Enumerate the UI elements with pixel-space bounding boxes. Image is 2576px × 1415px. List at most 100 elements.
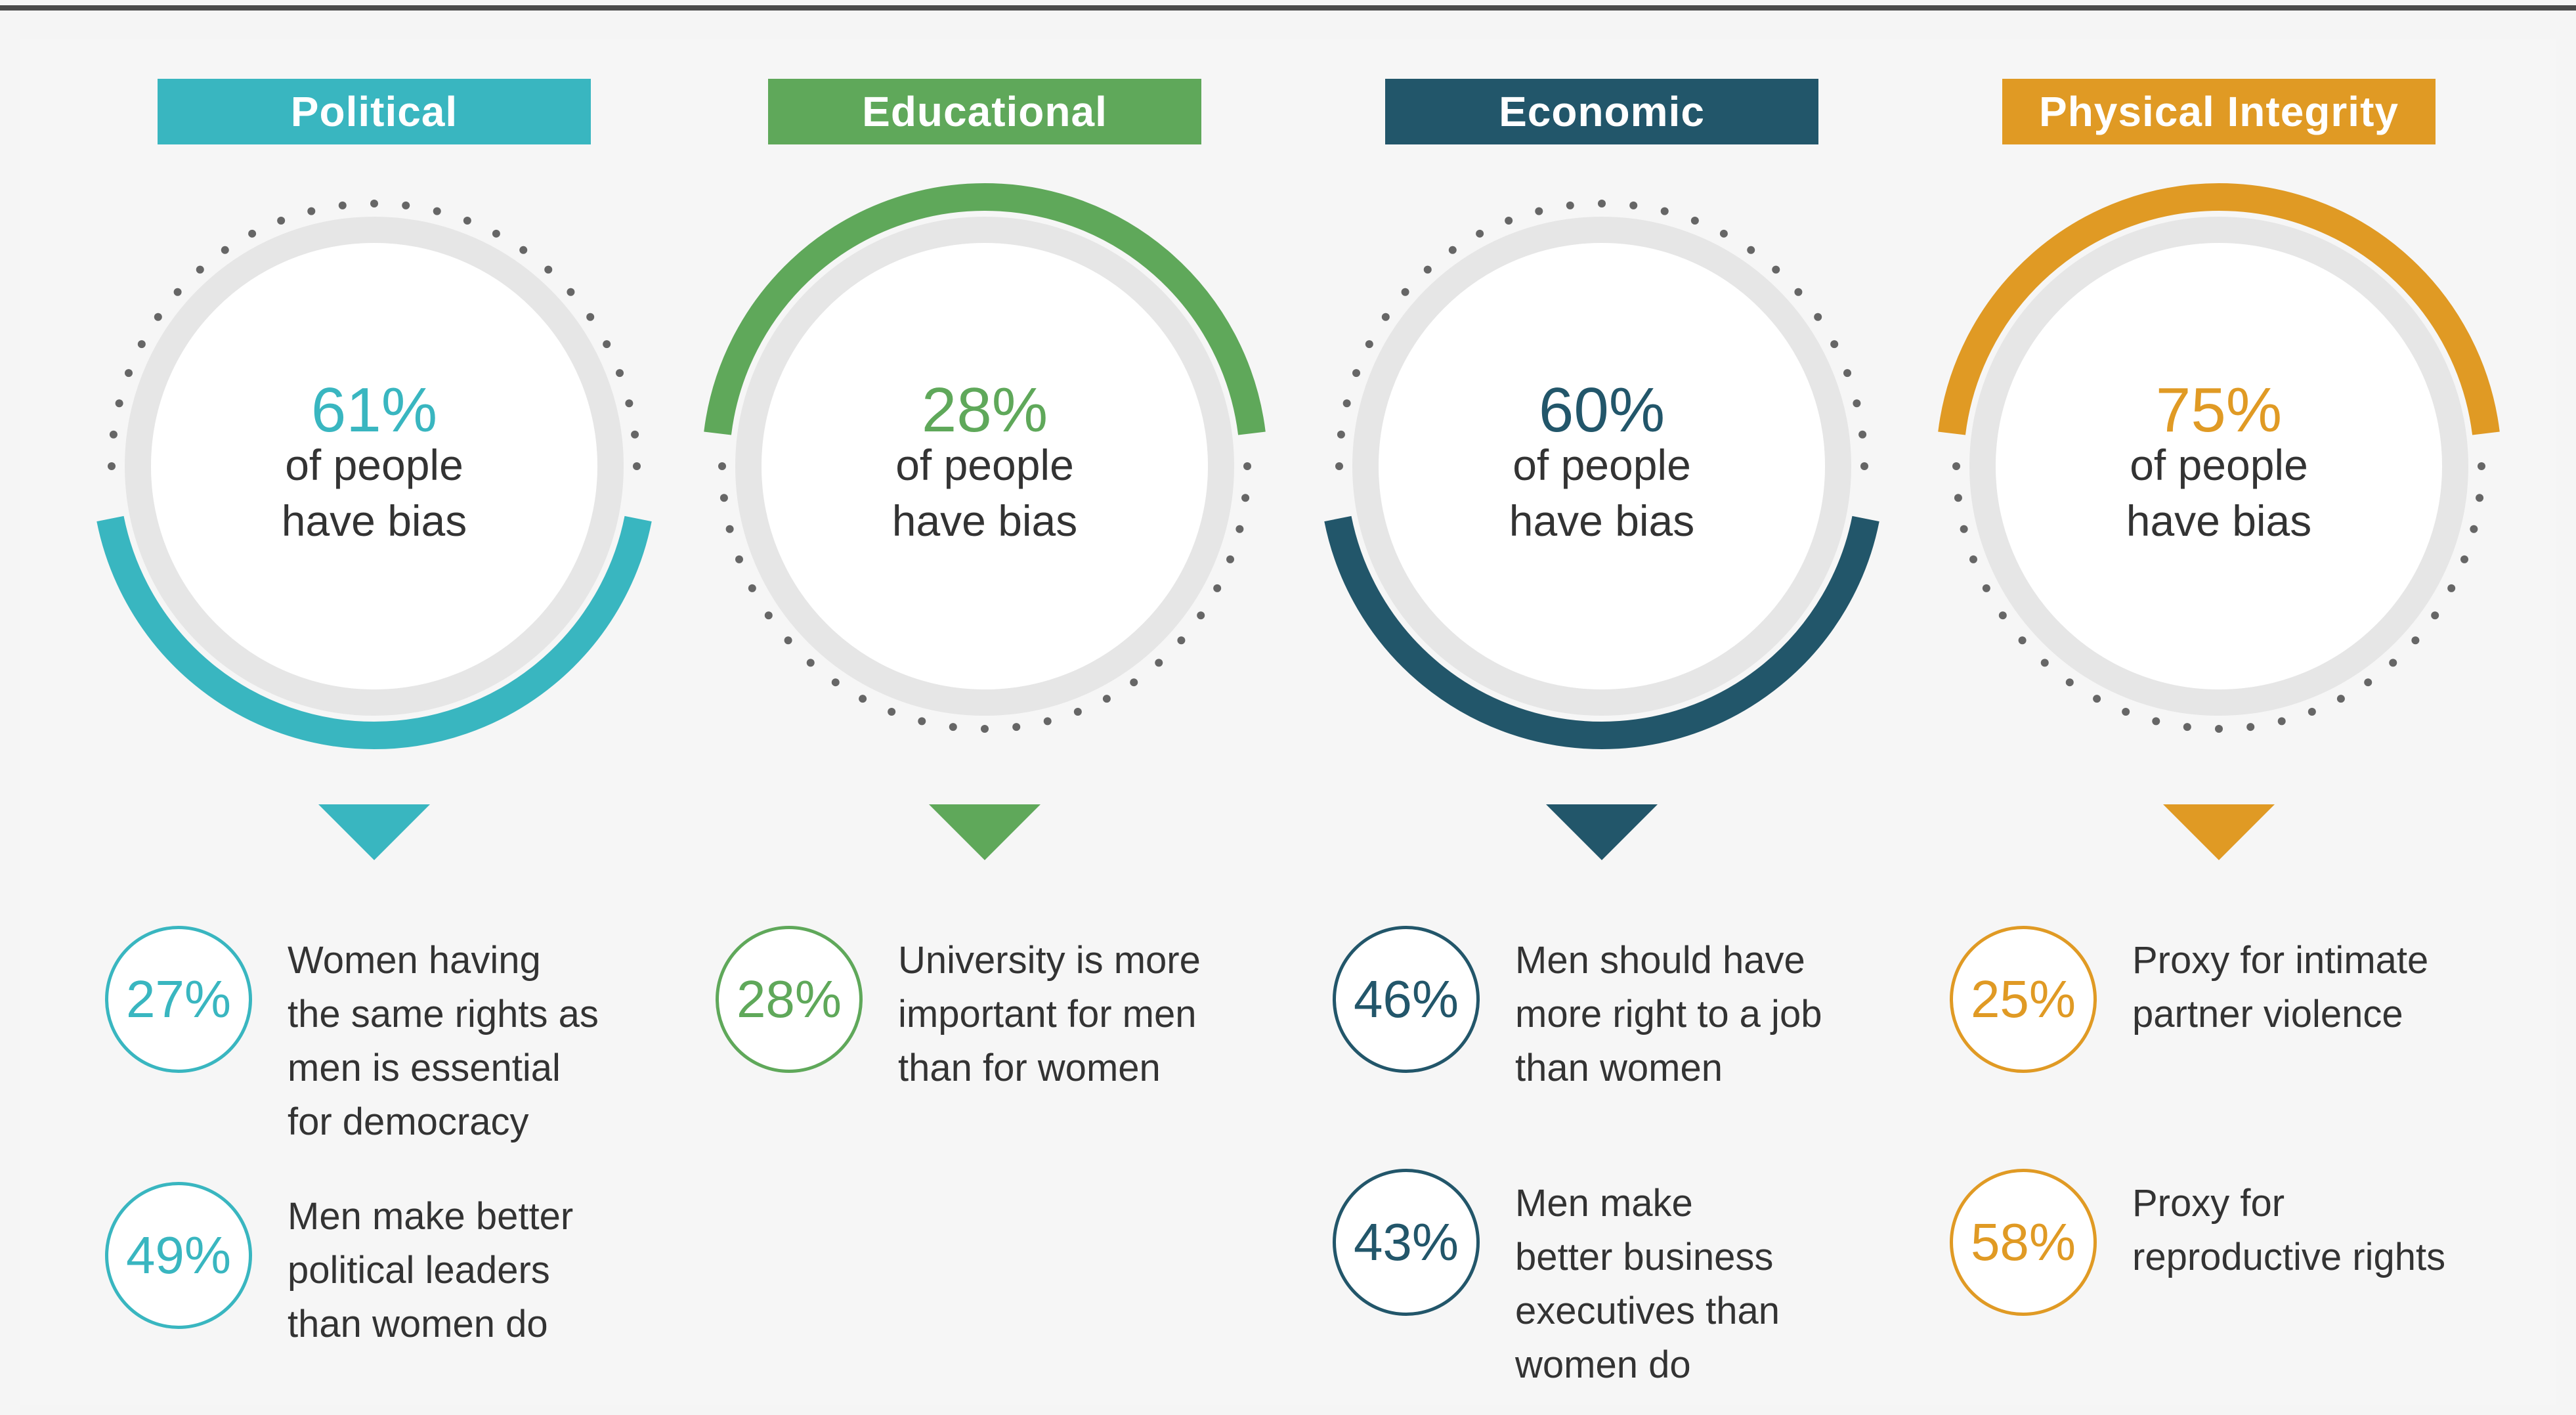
gauge-dot <box>2122 708 2130 716</box>
gauge-dot <box>748 584 756 592</box>
sub-stat-text: Women having the same rights as men is e… <box>288 939 599 1143</box>
category-header: Physical Integrity <box>2002 79 2436 144</box>
gauge-dot <box>519 246 528 254</box>
gauge-shadow-ring <box>1969 217 2468 716</box>
category-header: Economic <box>1385 79 1818 144</box>
gauge-dot <box>859 695 867 703</box>
gauge-dot <box>1381 313 1390 321</box>
gauge-dot <box>277 216 286 225</box>
gauge-dot <box>735 555 743 563</box>
gauge-percent: 61% <box>311 375 438 445</box>
gauge-caption-line1: of people <box>895 441 1074 489</box>
sub-stat-percent: 49% <box>105 1182 252 1329</box>
category-educational: Educational 28% of people have bias 28% Unive… <box>611 0 1266 1415</box>
gauge-shadow-ring <box>125 217 624 716</box>
gauge-dot <box>1102 695 1111 703</box>
gauge-arc <box>1324 515 1879 749</box>
gauge-dot <box>831 678 840 687</box>
gauge-dot <box>1598 200 1606 207</box>
gauge-caption-line1: of people <box>285 441 463 489</box>
gauge-dot <box>1982 584 1990 592</box>
gauge-caption-line2: have bias <box>281 496 467 545</box>
gauge-dot <box>492 229 500 238</box>
gauge-dot <box>718 462 726 470</box>
gauge-dot <box>1794 288 1803 296</box>
sub-stat-text: University is more important for men tha… <box>898 939 1201 1089</box>
gauge-dot <box>1337 430 1345 439</box>
gauge-dot <box>1814 313 1822 321</box>
gauge-dot <box>1952 462 1960 470</box>
bias-gauge <box>704 183 1266 733</box>
gauge-dot <box>2470 525 2478 533</box>
gauge-dot <box>1830 340 1839 349</box>
sub-stat: 28% University is more important for men … <box>716 926 1228 1089</box>
bias-gauge <box>1938 183 2500 733</box>
gauge-shadow-ring <box>735 217 1234 716</box>
gauge-dot <box>124 369 133 378</box>
gauge-dot <box>1342 399 1351 408</box>
gauge-dot <box>1629 201 1638 209</box>
gauge-dot <box>433 207 441 215</box>
gauge-dot <box>221 246 229 254</box>
gauge-dot <box>2065 678 2074 687</box>
gauge-dot <box>370 200 378 207</box>
gauge-center-disk <box>1379 243 1825 689</box>
gauge-dot <box>1954 494 1962 502</box>
gauge-dot <box>1043 717 1052 726</box>
gauge-dot <box>463 216 471 225</box>
gauge-dot <box>1012 723 1021 731</box>
category-physical-integrity: Physical Integrity 75% of people have bias 2… <box>1845 0 2500 1415</box>
sub-stat-percent: 58% <box>1950 1169 2097 1316</box>
gauge-percent: 60% <box>1538 375 1665 445</box>
gauge-dot <box>1690 216 1699 225</box>
gauge-dot <box>918 717 926 726</box>
gauge-dot <box>2364 678 2372 687</box>
gauge-dot <box>1235 525 1244 533</box>
gauge-dot <box>173 288 182 296</box>
gauge-dot <box>616 369 624 378</box>
gauge-dot <box>633 462 641 470</box>
category-political: Political 61% of people have bias 27% Women h… <box>0 0 652 1415</box>
gauge-dot <box>2460 555 2469 563</box>
gauge-dot <box>1566 201 1574 209</box>
sub-stat-text: Men make better business executives than… <box>1515 1182 1780 1386</box>
gauge-dot <box>2476 494 2484 502</box>
sub-stat: 49% Men make better political leaders tha… <box>105 1182 617 1345</box>
gauge-caption-line2: have bias <box>2126 496 2312 545</box>
gauge-dot <box>115 399 123 408</box>
gauge-caption-line1: of people <box>1513 441 1691 489</box>
gauge-dot <box>784 636 792 645</box>
gauge-dot <box>1423 265 1432 274</box>
gauge-dot <box>108 462 116 470</box>
gauge-dot <box>1130 678 1138 687</box>
sub-stat-text: Proxy for reproductive rights <box>2132 1182 2446 1278</box>
gauge-center-disk <box>151 243 597 689</box>
gauge-dot <box>719 494 728 502</box>
gauge-dot <box>2183 723 2191 731</box>
gauge-caption-line2: have bias <box>891 496 1078 545</box>
gauge-dot <box>949 723 957 731</box>
gauge-dot <box>2215 725 2223 733</box>
down-triangle-icon <box>929 804 1041 860</box>
gauge-caption-line2: have bias <box>1509 496 1695 545</box>
gauge-dot <box>1448 246 1457 254</box>
gauge-dot <box>1843 369 1852 378</box>
gauge-dot <box>1772 265 1780 274</box>
gauge-dot <box>1505 216 1513 225</box>
gauge-dot <box>1960 525 1968 533</box>
category-header: Educational <box>768 79 1201 144</box>
gauge-dot <box>109 430 118 439</box>
sub-stat-percent: 46% <box>1333 926 1480 1073</box>
gauge-dot <box>307 207 316 215</box>
gauge-dot <box>1998 611 2007 620</box>
sub-stat-percent: 28% <box>716 926 863 1073</box>
gauge-dot <box>1352 369 1360 378</box>
category-economic: Economic 60% of people have bias 46% Men shou… <box>1228 0 1879 1415</box>
sub-stat: 46% Men should have more right to a job t… <box>1333 926 1845 1089</box>
gauge-dot <box>1858 430 1867 439</box>
gauge-shadow-ring <box>1352 217 1851 716</box>
gauge-dot <box>1476 229 1484 238</box>
bias-gauge <box>1324 200 1879 749</box>
gauge-dot <box>625 399 633 408</box>
gauge-dot <box>1213 584 1222 592</box>
